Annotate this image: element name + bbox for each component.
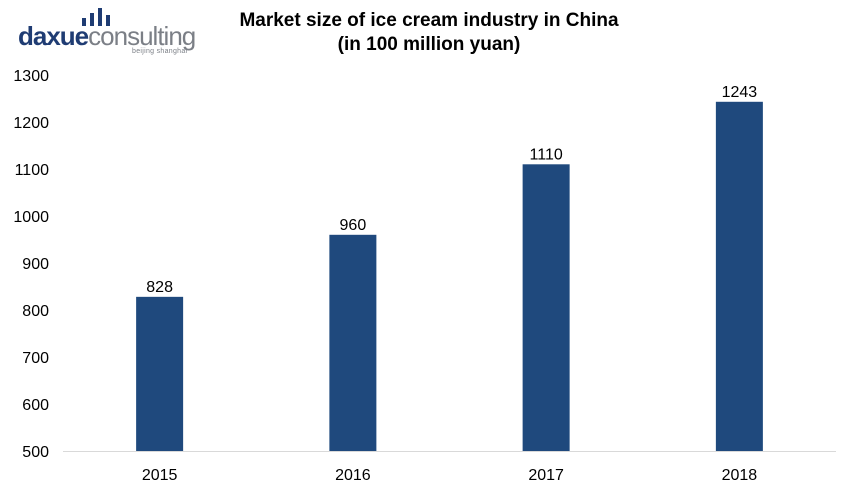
bar-2017: [522, 164, 570, 452]
y-tick-label: 900: [22, 256, 49, 273]
daxue-consulting-logo: daxueconsulting beijing shanghai: [18, 8, 218, 56]
y-tick-label: 1100: [15, 162, 50, 179]
y-tick-label: 1000: [13, 209, 49, 226]
data-label-2016: 960: [340, 217, 367, 234]
data-labels: 828 960 1110 1243: [146, 84, 757, 296]
x-tick-label-2015: 2015: [142, 467, 178, 484]
y-tick-label: 800: [22, 303, 49, 320]
x-axis-labels: 2015 2016 2017 2018: [142, 467, 757, 484]
y-tick-label: 1300: [13, 68, 49, 85]
y-axis-labels: 500 600 700 800 900 1000 1100 1200 1300: [13, 68, 49, 461]
y-tick-label: 500: [22, 444, 49, 461]
y-tick-label: 600: [22, 397, 49, 414]
x-tick-label-2017: 2017: [528, 467, 564, 484]
chart-subtitle: (in 100 million yuan): [337, 34, 521, 55]
logo-word-daxue: daxue: [18, 21, 89, 51]
bars: [136, 101, 763, 452]
logo-tagline: beijing shanghai: [132, 48, 188, 55]
x-tick-label-2016: 2016: [335, 467, 371, 484]
logo-word-consulting: consulting: [88, 21, 196, 51]
y-tick-label: 700: [22, 350, 49, 367]
data-label-2018: 1243: [722, 84, 758, 101]
x-tick-label-2018: 2018: [722, 467, 758, 484]
y-tick-label: 1200: [13, 115, 49, 132]
chart-title-block: Market size of ice cream industry in Chi…: [213, 9, 645, 57]
bar-2018: [715, 101, 763, 451]
data-label-2015: 828: [146, 279, 173, 296]
data-label-2017: 1110: [530, 146, 563, 163]
bar-2015: [136, 296, 184, 451]
logo-bars-icon: [82, 8, 118, 26]
logo-wordmark: daxueconsulting: [18, 21, 196, 51]
chart-title: Market size of ice cream industry in Chi…: [239, 10, 619, 31]
bar-2016: [329, 234, 377, 451]
